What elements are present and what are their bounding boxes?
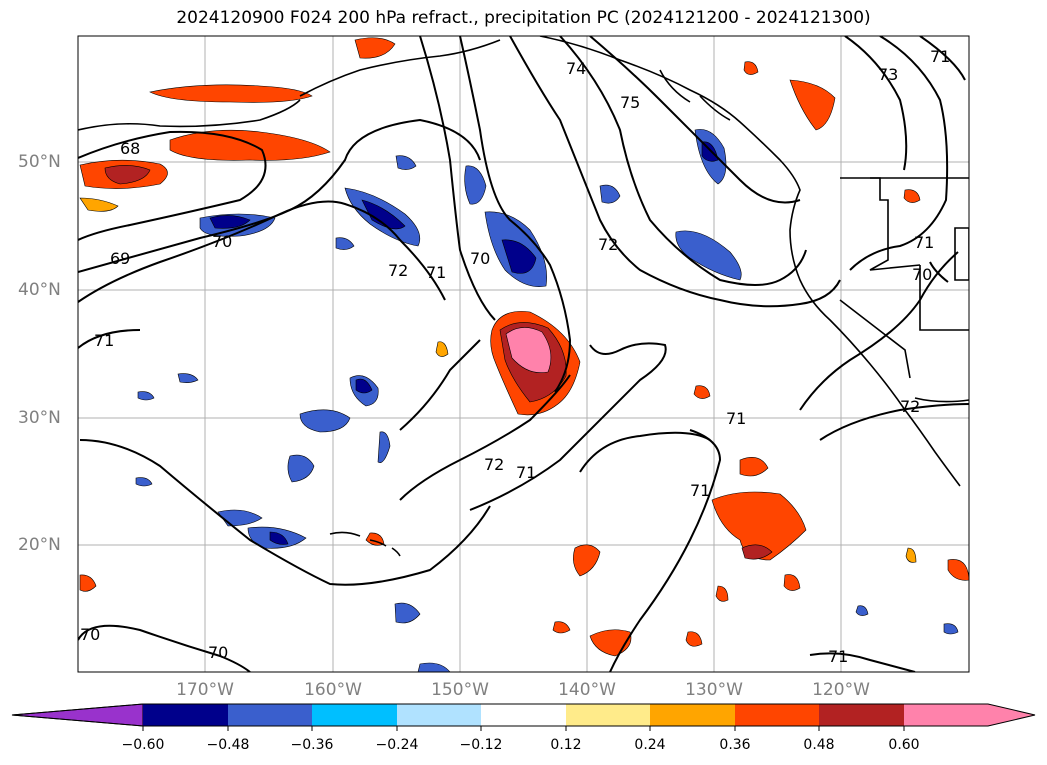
map-content: 68 69 70 70 71 71 72 70 72 72 71 71 74 7… [78,36,969,672]
contour-label: 71 [726,409,746,428]
negative-pc-shading [135,129,959,672]
colorbar-tick-label: −0.24 [375,737,419,753]
contour-label: 72 [900,397,920,416]
contour-label: 75 [620,93,640,112]
lat-label-20n: 20°N [18,535,61,555]
lon-label-120w: 120°W [812,680,870,700]
refractivity-contours [78,36,969,672]
contour-label: 71 [426,263,446,282]
contour-label: 68 [120,139,140,158]
colorbar-tick-label: 0.36 [719,737,751,753]
colorbar-extend-high [904,704,1035,726]
contour-labels: 68 69 70 70 71 71 72 70 72 72 71 71 74 7… [80,47,950,666]
lat-label-50n: 50°N [18,152,61,172]
colorbar-tick-label: −0.36 [290,737,334,753]
contour-label: 74 [566,59,586,78]
contour-label: 73 [878,65,898,84]
lat-label-30n: 30°N [18,408,61,428]
colorbar-segment [312,704,397,726]
colorbar-segment [143,704,228,726]
colorbar-segment [819,704,904,726]
colorbar-tick-label: −0.60 [121,737,165,753]
lon-label-160w: 160°W [304,680,362,700]
colorbar-segment [481,704,566,726]
colorbar-tick-label: 0.24 [634,737,666,753]
contour-label: 71 [930,47,950,66]
contour-label: 71 [94,331,114,350]
lon-label-140w: 140°W [558,680,616,700]
contour-label: 71 [516,463,536,482]
colorbar [11,703,1036,731]
colorbar-segment [228,704,312,726]
lon-label-130w: 130°W [685,680,743,700]
contour-label: 70 [470,249,490,268]
contour-label: 72 [598,235,618,254]
contour-label: 69 [110,249,130,268]
colorbar-tick-label: 0.12 [550,737,582,753]
contour-label: 70 [912,265,932,284]
colorbar-tick-label: −0.48 [206,737,250,753]
contour-label: 70 [212,232,232,251]
lon-label-150w: 150°W [431,680,489,700]
colorbar-segment [650,704,735,726]
contour-label: 71 [828,647,848,666]
map-title: 2024120900 F024 200 hPa refract., precip… [176,8,871,28]
colorbar-segment [566,704,650,726]
contour-label: 70 [208,643,228,662]
contour-label: 72 [388,261,408,280]
contour-label: 70 [80,625,100,644]
positive-pc-shading [79,37,969,657]
contour-label: 71 [914,233,934,252]
map-frame [77,35,970,673]
contour-label: 71 [690,481,710,500]
lon-label-170w: 170°W [176,680,234,700]
colorbar-tick-label: −0.12 [459,737,503,753]
contour-label: 72 [484,455,504,474]
colorbar-segment [397,704,481,726]
colorbar-segment [735,704,819,726]
colorbar-tick-label: 0.60 [888,737,920,753]
colorbar-extend-low [11,703,144,727]
colorbar-tick-label: 0.48 [803,737,835,753]
lat-label-40n: 40°N [18,280,61,300]
